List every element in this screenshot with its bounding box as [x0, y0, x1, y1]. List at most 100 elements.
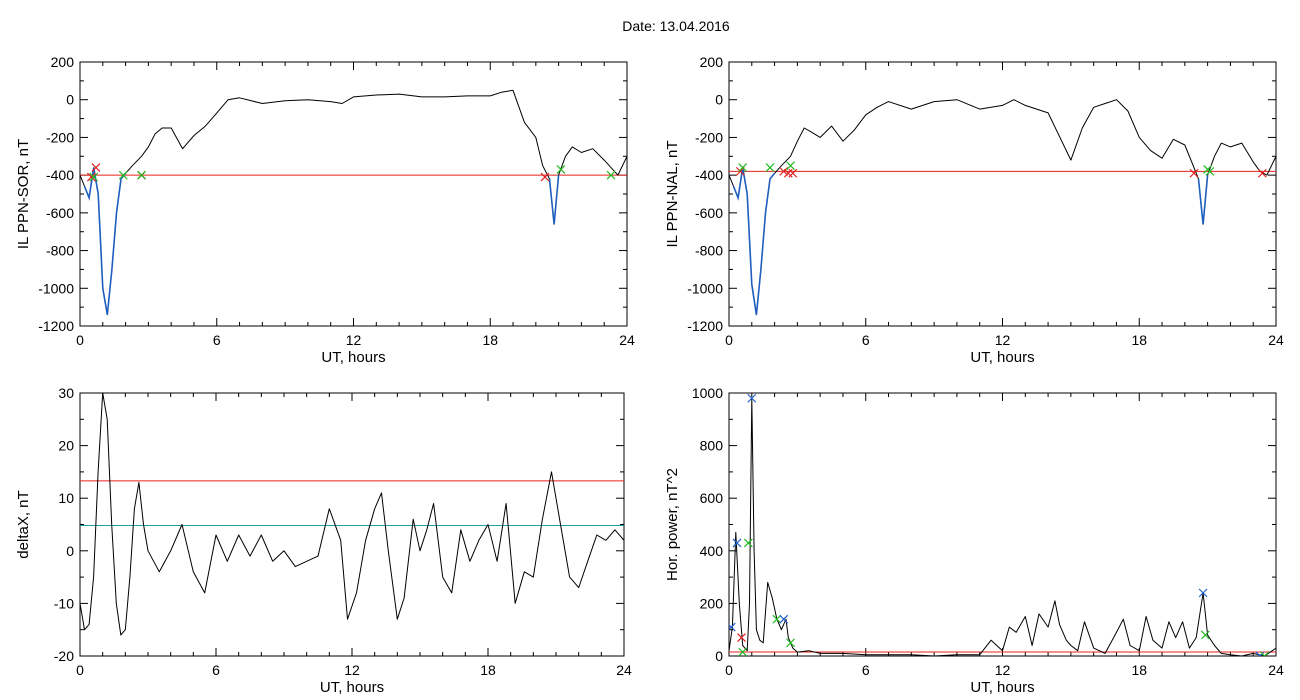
plot-frame: [79, 61, 628, 327]
y-tick-label: 600: [700, 490, 724, 506]
y-tick-label: -800: [695, 243, 723, 259]
event-segment: [83, 167, 113, 315]
x-tick-label: 12: [995, 332, 1011, 348]
event-segment: [111, 172, 127, 270]
plot-frame: [79, 392, 625, 657]
series-line: [729, 99, 1276, 316]
x-tick-label: 24: [1268, 332, 1284, 348]
cross-marker: [1205, 166, 1215, 176]
y-tick-label: -200: [695, 129, 723, 145]
date-value: 13.04.2016: [659, 18, 730, 34]
y-tick-label: -800: [46, 243, 74, 259]
y-axis-label: IL PPN-NAL, nT: [664, 141, 681, 248]
x-tick-label: 18: [482, 332, 498, 348]
cross-marker: [118, 170, 128, 180]
x-axis-label: UT, hours: [970, 679, 1034, 696]
x-tick-label: 24: [1268, 662, 1284, 678]
series-line: [80, 89, 627, 316]
cross-marker: [772, 614, 782, 624]
cross-marker: [91, 163, 101, 173]
cross-marker: [540, 172, 550, 182]
figure-date-header: Date: 13.04.2016: [0, 18, 1300, 34]
plot-area: [80, 393, 624, 636]
x-tick-label: 12: [344, 662, 360, 678]
cross-marker: [738, 163, 748, 173]
cross-marker: [765, 163, 775, 173]
cross-marker: [737, 633, 746, 643]
x-tick-label: 6: [213, 332, 221, 348]
series-line: [80, 393, 624, 636]
cross-marker: [1189, 168, 1199, 178]
y-tick-label: 0: [66, 92, 74, 108]
y-tick-label: -10: [54, 595, 74, 611]
cross-marker: [788, 168, 798, 178]
plot-frame: [728, 392, 1277, 657]
cross-marker: [729, 622, 736, 632]
cross-marker: [747, 393, 757, 403]
event-segment: [732, 167, 762, 315]
y-tick-label: -1000: [687, 280, 723, 296]
x-tick-label: 6: [212, 662, 220, 678]
event-segment: [548, 175, 560, 225]
x-axis-label: UT, hours: [320, 679, 384, 696]
y-tick-label: -1200: [687, 318, 723, 334]
x-tick-label: 0: [76, 332, 84, 348]
x-tick-label: 6: [862, 662, 870, 678]
cross-marker: [606, 170, 616, 180]
x-tick-label: 24: [616, 662, 632, 678]
y-axis-label: deltaX, nT: [15, 490, 32, 558]
plot-area: [729, 393, 1276, 656]
y-tick-label: 10: [58, 490, 74, 506]
cross-marker: [738, 647, 748, 656]
plot-area: [729, 99, 1276, 316]
x-tick-label: 0: [76, 662, 84, 678]
cross-marker: [779, 166, 789, 176]
series-line: [729, 397, 1276, 656]
cross-marker: [786, 638, 795, 648]
y-tick-label: 200: [700, 54, 724, 70]
y-axis-label: IL PPN-SOR, nT: [15, 139, 32, 249]
x-tick-label: 24: [619, 332, 635, 348]
x-tick-label: 6: [862, 332, 870, 348]
x-axis-label: UT, hours: [970, 349, 1034, 366]
x-tick-label: 18: [1131, 332, 1147, 348]
y-tick-label: 1000: [692, 385, 723, 401]
cross-marker: [1198, 588, 1208, 598]
y-tick-label: -200: [46, 129, 74, 145]
y-tick-label: -400: [695, 167, 723, 183]
x-tick-label: 0: [725, 662, 733, 678]
y-tick-label: 0: [715, 648, 723, 664]
chart-ppn-sor: 0 6 12 18 24 -1200 -1000 -800 -600 -400 -200 0 200 UT…: [15, 54, 635, 366]
cross-marker: [137, 170, 146, 180]
cross-marker: [86, 172, 96, 182]
y-axis-label: Hor. power, nT^2: [664, 468, 681, 581]
y-tick-label: 800: [700, 438, 724, 454]
cross-marker: [1260, 651, 1270, 656]
chart-hor-power: 0 6 12 18 24 0 200 400 600 800 1000 UT, hours Hor. p…: [664, 385, 1284, 696]
y-tick-label: 400: [700, 543, 724, 559]
cross-marker: [1200, 630, 1210, 640]
chart-ppn-nal: 0 6 12 18 24 -1200 -1000 -800 -600 -400 -200 0 200 UT…: [664, 54, 1284, 366]
x-tick-label: 12: [995, 662, 1011, 678]
x-tick-label: 0: [725, 332, 733, 348]
x-tick-label: 18: [1131, 662, 1147, 678]
plot-frame: [728, 61, 1277, 327]
y-tick-label: 200: [51, 54, 75, 70]
y-tick-label: 200: [700, 595, 724, 611]
y-tick-label: -1200: [38, 318, 74, 334]
x-tick-label: 12: [346, 332, 362, 348]
event-segment: [760, 172, 776, 270]
event-segment: [1197, 175, 1209, 225]
y-tick-label: -600: [695, 205, 723, 221]
date-label: Date:: [622, 18, 656, 34]
y-tick-label: 0: [66, 543, 74, 559]
x-tick-label: 18: [480, 662, 496, 678]
y-tick-label: 0: [715, 92, 723, 108]
cross-marker: [779, 614, 789, 624]
cross-marker: [786, 161, 795, 171]
y-tick-label: -20: [54, 648, 74, 664]
y-tick-label: -1000: [38, 280, 74, 296]
cross-marker: [743, 538, 753, 548]
cross-marker: [89, 172, 99, 182]
